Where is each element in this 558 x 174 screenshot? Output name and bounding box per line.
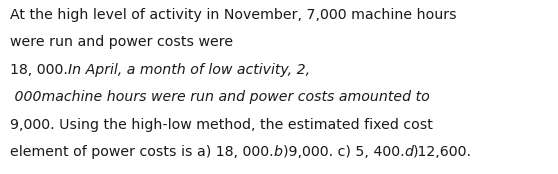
- Text: )12,600.: )12,600.: [413, 145, 472, 159]
- Text: d: d: [405, 145, 413, 159]
- Text: element of power costs is a) 18, 000.: element of power costs is a) 18, 000.: [10, 145, 273, 159]
- Text: b: b: [273, 145, 283, 159]
- Text: In April, a month of low activity, 2,: In April, a month of low activity, 2,: [68, 63, 310, 77]
- Text: were run and power costs were: were run and power costs were: [10, 35, 233, 49]
- Text: 000machine hours were run and power costs amounted to: 000machine hours were run and power cost…: [10, 90, 430, 104]
- Text: 18, 000.: 18, 000.: [10, 63, 68, 77]
- Text: At the high level of activity in November, 7,000 machine hours: At the high level of activity in Novembe…: [10, 8, 456, 22]
- Text: 9,000. Using the high-low method, the estimated fixed cost: 9,000. Using the high-low method, the es…: [10, 118, 433, 132]
- Text: )9,000. c) 5, 400.: )9,000. c) 5, 400.: [283, 145, 405, 159]
